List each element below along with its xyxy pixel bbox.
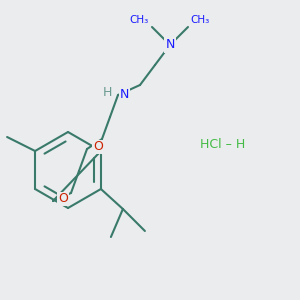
Text: HCl – H: HCl – H [200, 139, 245, 152]
Text: CH₃: CH₃ [190, 15, 209, 25]
Text: O: O [58, 193, 68, 206]
Text: N: N [120, 88, 129, 101]
Text: O: O [93, 140, 103, 154]
Text: N: N [165, 38, 175, 52]
Text: H: H [103, 86, 112, 100]
Text: CH₃: CH₃ [130, 15, 149, 25]
